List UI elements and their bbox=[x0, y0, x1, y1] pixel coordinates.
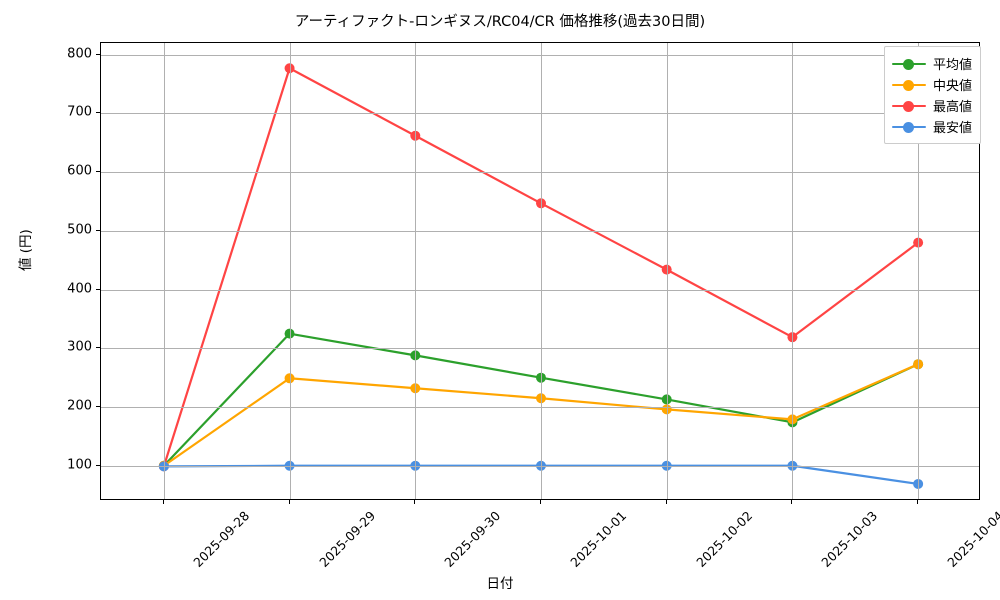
gridline-vertical bbox=[163, 43, 165, 499]
y-axis-tick-mark bbox=[96, 347, 100, 349]
y-axis-tick-label: 700 bbox=[67, 104, 92, 120]
legend-marker-icon bbox=[892, 78, 926, 92]
y-axis-tick-mark bbox=[96, 112, 100, 114]
y-axis-tick-label: 200 bbox=[67, 398, 92, 414]
y-axis-tick-mark bbox=[96, 171, 100, 173]
gridline-vertical bbox=[792, 43, 794, 499]
data-point-marker bbox=[913, 237, 924, 248]
x-axis-tick-mark bbox=[288, 500, 290, 504]
gridline-vertical bbox=[415, 43, 417, 499]
gridline-horizontal bbox=[101, 465, 979, 467]
legend-marker-icon bbox=[892, 99, 926, 113]
y-axis-tick-mark bbox=[96, 229, 100, 231]
y-axis-tick-label: 500 bbox=[67, 222, 92, 238]
gridline-vertical bbox=[541, 43, 542, 499]
plot-area bbox=[100, 42, 980, 500]
x-axis-tick-mark bbox=[162, 500, 164, 504]
chart-legend: 平均値中央値最高値最安値 bbox=[884, 46, 982, 144]
legend-item[interactable]: 平均値 bbox=[892, 53, 972, 74]
gridline-horizontal bbox=[101, 289, 979, 291]
x-axis-tick-label: 2025-09-29 bbox=[315, 508, 378, 570]
gridline-vertical bbox=[289, 43, 291, 499]
legend-item-label: 最高値 bbox=[933, 100, 973, 115]
x-axis-tick-mark bbox=[540, 500, 541, 504]
gridline-horizontal bbox=[101, 230, 979, 232]
x-axis-tick-label: 2025-09-28 bbox=[190, 508, 253, 570]
y-axis-tick-label: 100 bbox=[67, 457, 92, 473]
x-axis-tick-label: 2025-10-04 bbox=[944, 508, 1000, 570]
y-axis-tick-mark bbox=[96, 406, 100, 408]
gridline-horizontal bbox=[101, 348, 979, 350]
gridline-horizontal bbox=[101, 172, 979, 174]
y-axis-tick-mark bbox=[96, 53, 100, 55]
legend-item[interactable]: 最安値 bbox=[892, 116, 972, 137]
legend-item-label: 中央値 bbox=[933, 79, 973, 94]
gridline-vertical bbox=[666, 43, 668, 499]
x-axis-tick-label: 2025-10-01 bbox=[567, 508, 630, 570]
gridline-horizontal bbox=[101, 54, 979, 56]
y-axis-tick-mark bbox=[96, 288, 100, 290]
chart-title: アーティファクト-ロンギヌス/RC04/CR 価格推移(過去30日間) bbox=[294, 14, 706, 30]
y-axis-tick-label: 400 bbox=[67, 281, 92, 297]
gridline-vertical bbox=[918, 43, 920, 499]
x-axis-tick-label: 2025-10-03 bbox=[818, 508, 881, 570]
legend-item-label: 最安値 bbox=[933, 121, 973, 136]
x-axis-tick-mark bbox=[791, 500, 793, 504]
legend-marker-icon bbox=[892, 57, 926, 71]
legend-item-label: 平均値 bbox=[933, 58, 973, 73]
gridline-horizontal bbox=[101, 113, 979, 115]
x-axis-tick-label: 2025-09-30 bbox=[441, 508, 504, 570]
x-axis-tick-mark bbox=[665, 500, 667, 504]
x-axis-label: 日付 bbox=[486, 576, 514, 592]
x-axis-tick-mark bbox=[414, 500, 416, 504]
x-axis-tick-mark bbox=[917, 500, 919, 504]
y-axis-label: 値 (円) bbox=[18, 229, 34, 271]
y-axis-tick-label: 600 bbox=[67, 163, 92, 179]
legend-item[interactable]: 中央値 bbox=[892, 74, 972, 95]
gridline-horizontal bbox=[101, 407, 979, 409]
data-point-marker bbox=[913, 478, 924, 489]
y-axis-tick-mark bbox=[96, 464, 100, 466]
y-axis-tick-label: 800 bbox=[67, 46, 92, 62]
legend-marker-icon bbox=[892, 120, 926, 134]
legend-item[interactable]: 最高値 bbox=[892, 95, 972, 116]
y-axis-tick-label: 300 bbox=[67, 339, 92, 355]
x-axis-tick-label: 2025-10-02 bbox=[692, 508, 755, 570]
data-point-marker bbox=[913, 359, 924, 370]
